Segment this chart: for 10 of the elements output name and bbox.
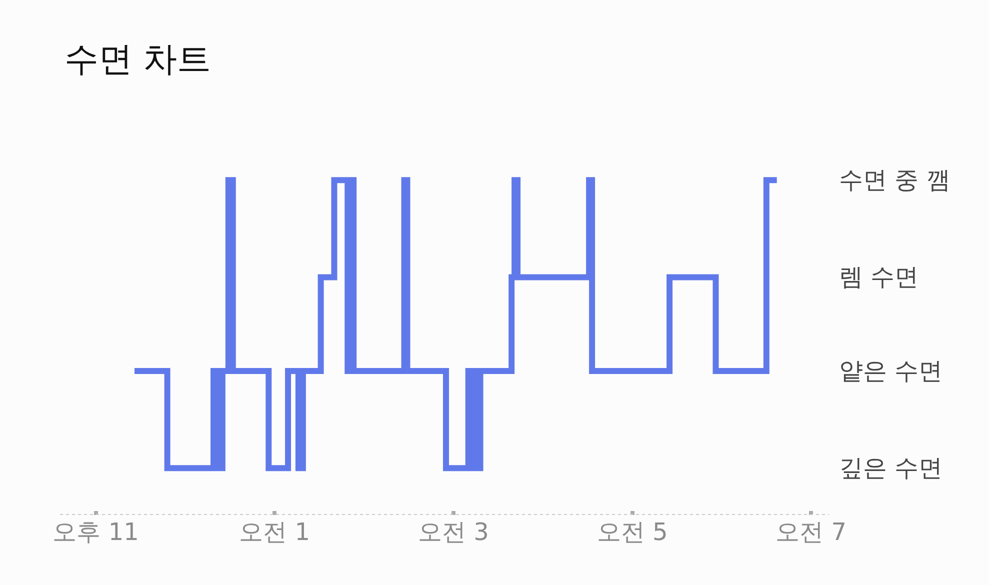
x-tick-label: 오후 11 xyxy=(52,518,139,546)
text: 깊은 수면 xyxy=(839,454,943,482)
x-tick-label: 오전 3 xyxy=(418,518,489,546)
x-tick-label: 오전 5 xyxy=(596,518,668,546)
text: 렘 수면 xyxy=(839,263,919,291)
x-tick-label: 오전 1 xyxy=(239,518,310,546)
text: 수면 중 깸 xyxy=(839,166,950,194)
chart-title: 수면 차트 xyxy=(64,40,212,80)
x-tick-label: 오전 7 xyxy=(776,518,847,546)
text: 얕은 수면 xyxy=(839,357,943,385)
